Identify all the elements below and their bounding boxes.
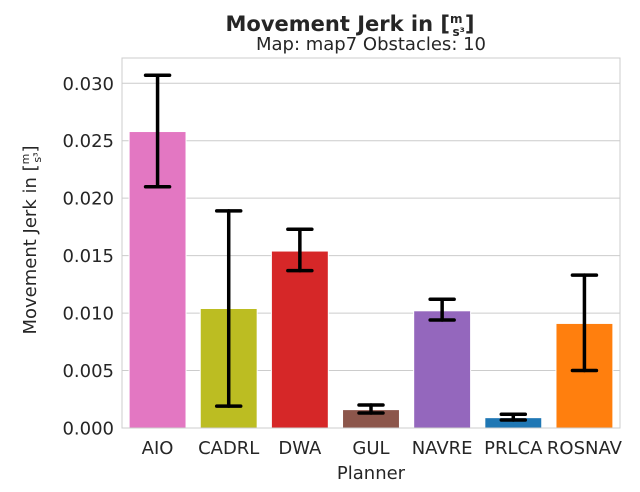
x-tick-label: ROSNAV xyxy=(547,438,623,459)
y-axis-label: Movement Jerk in [ms³] xyxy=(19,145,44,334)
bar-dwa xyxy=(270,250,329,429)
error-bar-prlca xyxy=(499,412,528,422)
chart-subtitle: Map: map7 Obstacles: 10 xyxy=(256,34,486,55)
bars xyxy=(128,131,614,429)
x-tick-label: CADRL xyxy=(198,438,259,459)
error-bar-dwa xyxy=(286,227,314,273)
y-tick-label: 0.030 xyxy=(62,74,114,95)
error-bar-rosnav xyxy=(570,273,599,373)
x-tick-label: AIO xyxy=(142,438,174,459)
y-tick-label: 0.010 xyxy=(62,304,114,325)
error-bar-cadrl xyxy=(214,209,243,408)
x-tick-label: PRLCA xyxy=(484,438,543,459)
error-bars xyxy=(143,73,599,422)
error-bar-navre xyxy=(428,297,456,322)
x-tick-label: DWA xyxy=(278,438,322,459)
x-tick-label: GUL xyxy=(352,438,389,459)
bar-navre xyxy=(413,310,472,429)
grid-lines xyxy=(122,82,620,429)
y-tick-label: 0.000 xyxy=(62,419,114,440)
error-bar-aio xyxy=(143,73,172,189)
y-tick-label: 0.020 xyxy=(62,189,114,210)
plot-frame xyxy=(121,57,621,429)
x-tick-labels: AIO CADRL DWA GUL NAVRE PRLCA ROSNAV xyxy=(142,438,623,459)
y-tick-labels: 0.000 0.005 0.010 0.015 0.020 0.025 0.030 xyxy=(62,74,114,440)
error-bar-gul xyxy=(357,403,385,415)
y-tick-label: 0.005 xyxy=(62,361,114,382)
x-axis-label: Planner xyxy=(337,463,406,484)
chart-title: Movement Jerk in [m s³] xyxy=(226,12,475,39)
x-tick-label: NAVRE xyxy=(412,438,473,459)
y-tick-label: 0.015 xyxy=(62,246,114,267)
y-tick-label: 0.025 xyxy=(62,131,114,152)
